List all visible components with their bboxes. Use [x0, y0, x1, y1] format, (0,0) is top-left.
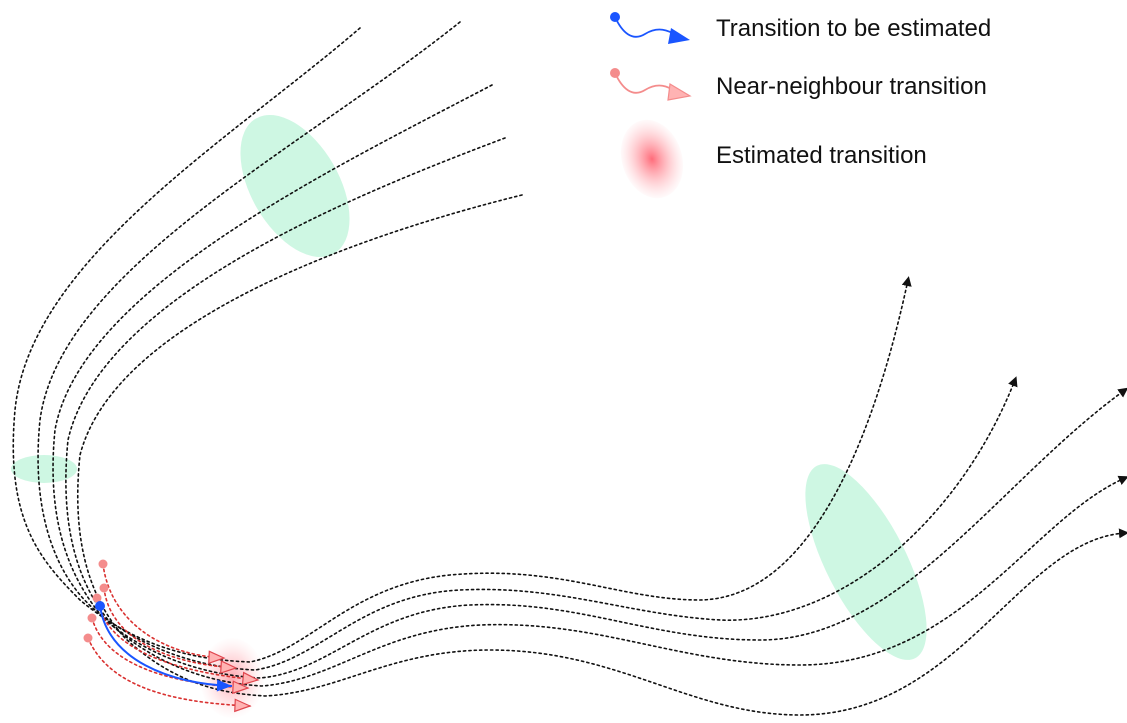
- neighbour-transition-5: [87, 637, 252, 713]
- legend-label-estimated: Estimated transition: [716, 142, 927, 169]
- neighbour-start-dot: [92, 593, 102, 603]
- legend: Transition to be estimated Near-neighbou…: [610, 12, 991, 199]
- region-highlight-left: [11, 455, 77, 483]
- blue-transition-icon: [610, 12, 690, 44]
- neighbour-start-dot: [87, 613, 97, 623]
- region-highlight-top: [240, 114, 350, 258]
- trajectory-5: [76, 194, 1127, 716]
- trajectory-1: [12, 27, 912, 663]
- transition-to-estimate: [99, 605, 233, 692]
- region-highlight-right: [805, 464, 927, 660]
- neighbour-start-dot: [98, 559, 108, 569]
- neighbour-start-dot: [83, 633, 93, 643]
- trajectory-4: [65, 137, 1127, 687]
- neighbour-transition-1: [102, 563, 226, 665]
- legend-label-neighbour: Near-neighbour transition: [716, 73, 987, 100]
- transition-start-dot: [95, 601, 105, 611]
- red-blob-icon: [620, 119, 684, 199]
- neighbour-transition-2: [103, 587, 238, 674]
- trajectory-3: [52, 84, 1127, 679]
- pink-transition-icon: [610, 68, 692, 101]
- trajectory-2: [37, 21, 1018, 671]
- legend-label-transition: Transition to be estimated: [716, 15, 991, 42]
- neighbour-start-dot: [99, 583, 109, 593]
